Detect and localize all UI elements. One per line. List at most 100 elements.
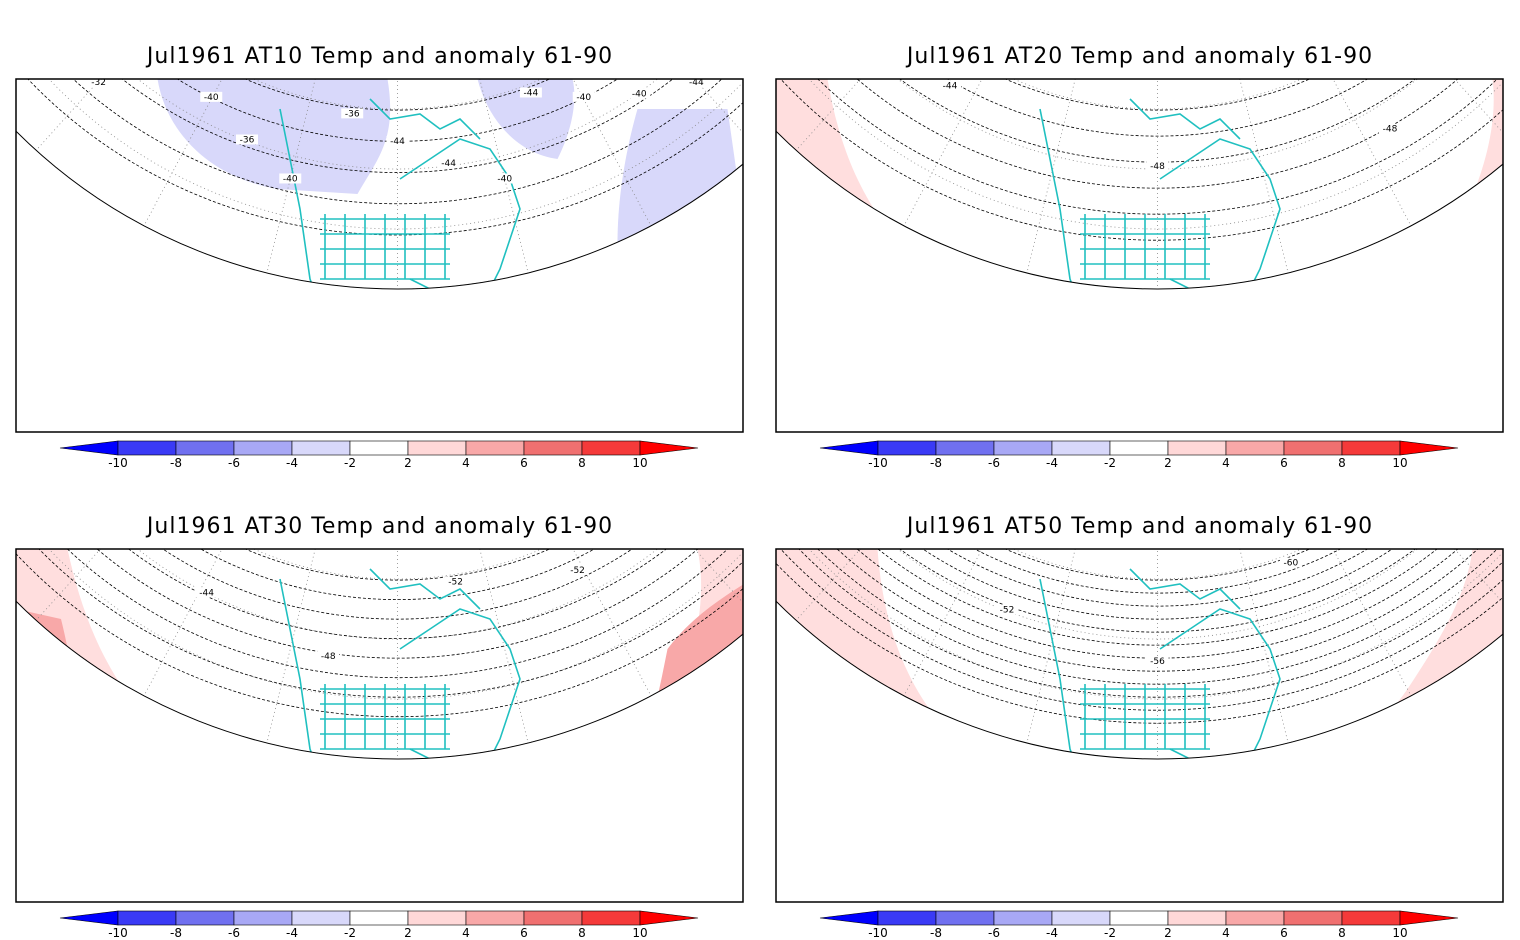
colorbar-swatch [175,910,235,926]
contour-label-bg [493,173,516,184]
map-area: -40-44-48-48-48 [776,0,1520,290]
colorbar-tick-label: 6 [1280,456,1288,470]
coast-arctic [369,98,481,140]
colorbar-swatch [1109,440,1169,456]
panel-at50: Jul1961 AT50 Temp and anomaly 61-90 -44-… [760,470,1520,940]
colorbar-tick-label: -6 [228,926,240,940]
meridian-line [1158,470,1520,521]
colorbar-swatch [1225,440,1285,456]
contour-label-bg [317,650,340,661]
contour-label-bg [880,509,902,519]
colorbar-tick-label: -2 [344,456,356,470]
contour-line [16,549,743,698]
map-frame [15,548,744,903]
contour-line [824,79,1491,111]
colorbar-tick-label: -2 [1104,456,1116,470]
anomaly-region [157,79,391,194]
colorbar-arrow-left [59,440,119,456]
contour-label: -56 [1150,657,1165,667]
panel-title: Jul1961 AT20 Temp and anomaly 61-90 [906,44,1374,69]
colorbar-tick-label: 6 [1280,926,1288,940]
colorbar-tick-label: 8 [578,456,586,470]
latitude-line [98,470,698,519]
contour-label-bg [1279,557,1302,568]
colorbar-tick-label: 6 [520,926,528,940]
contour-label: -40 [576,93,591,103]
colorbar-tick-label: 2 [404,926,412,940]
colorbar-arrow-right [1399,910,1459,926]
contour-label-bg [444,576,467,587]
contour-label-bg [66,23,88,33]
coast-arctic [1129,568,1241,610]
contour-line [16,549,743,659]
coast-east [1159,138,1281,289]
colorbar-tick-label: -2 [344,926,356,940]
contour-label-bg [686,514,708,524]
contour-label: -40 [283,174,298,184]
meridian-line [0,470,398,521]
colorbar-swatch [291,440,351,456]
colorbar-swatch [407,440,467,456]
contour-label: -44 [441,159,456,169]
colorbar-swatch [993,440,1053,456]
coast-arctic [1129,98,1241,140]
coast-caribbean [510,309,640,339]
colorbar-tick-label: 10 [632,926,647,940]
colorbar-swatch [1167,910,1227,926]
contour-label-bg [172,47,194,57]
colorbar-tick-label: -6 [988,926,1000,940]
colorbar-tick-label: 2 [404,456,412,470]
coast-west [1039,578,1266,759]
colorbar-tick-label: 4 [462,926,470,940]
colorbar-arrow-left [59,910,119,926]
coast-caribbean [510,779,640,809]
contour-label: -52 [570,566,585,576]
contour-label-bg [87,79,110,88]
contour-label: -44 [689,78,704,88]
colorbar-swatch [1109,910,1169,926]
anomaly-hole [827,79,1494,289]
colorbar-swatch [1283,910,1343,926]
contour-label: -44 [390,137,405,147]
coast-west [279,578,506,759]
contour-label: -44 [943,81,958,91]
colorbar-tick-label: 4 [1222,456,1230,470]
colorbar-tick-label: -8 [170,456,182,470]
contour-line [28,549,743,620]
colorbar-tick-label: 4 [462,456,470,470]
colorbar-swatch [291,910,351,926]
contour-label-bg [236,134,259,145]
colorbar-tick-label: -8 [930,456,942,470]
contour-line [776,79,1503,189]
colorbar: -10 -8 -6 -4 -2 2 4 6 8 10 [819,440,1459,470]
contour-label-bg [939,80,961,91]
meridian-line [397,79,529,274]
colorbar-swatch [1341,440,1401,456]
colorbar-swatch [935,440,995,456]
colorbar-arrow-right [1399,440,1459,456]
colorbar-swatch [465,440,525,456]
contour-line [776,549,1503,633]
anomaly-region [617,109,738,289]
colorbar: -10 -8 -6 -4 -2 2 4 6 8 10 [59,440,699,470]
colorbar-swatch [993,910,1053,926]
coastline [1039,98,1281,289]
colorbar-tick-label: -6 [988,456,1000,470]
panel-title: Jul1961 AT10 Temp and anomaly 61-90 [146,44,614,69]
coast-east [1159,608,1281,759]
meridian-line [1158,0,1520,51]
contour-label: -60 [1284,558,1299,568]
contour-label: -48 [1383,125,1398,135]
anomaly-hole [877,549,1473,759]
colorbar-swatch [1225,910,1285,926]
contour-label-bg [628,88,651,99]
contour-label: -60 [1417,510,1432,520]
map-area: -40-52-44-48-52-52-52-52 [0,470,743,809]
map-frame [775,548,1504,903]
contour-label: -36 [345,109,360,119]
contour-label-bg [572,91,595,102]
contour-label: -52 [448,578,463,588]
coast-caribbean [1270,779,1400,809]
colorbar-tick-label: -8 [170,926,182,940]
